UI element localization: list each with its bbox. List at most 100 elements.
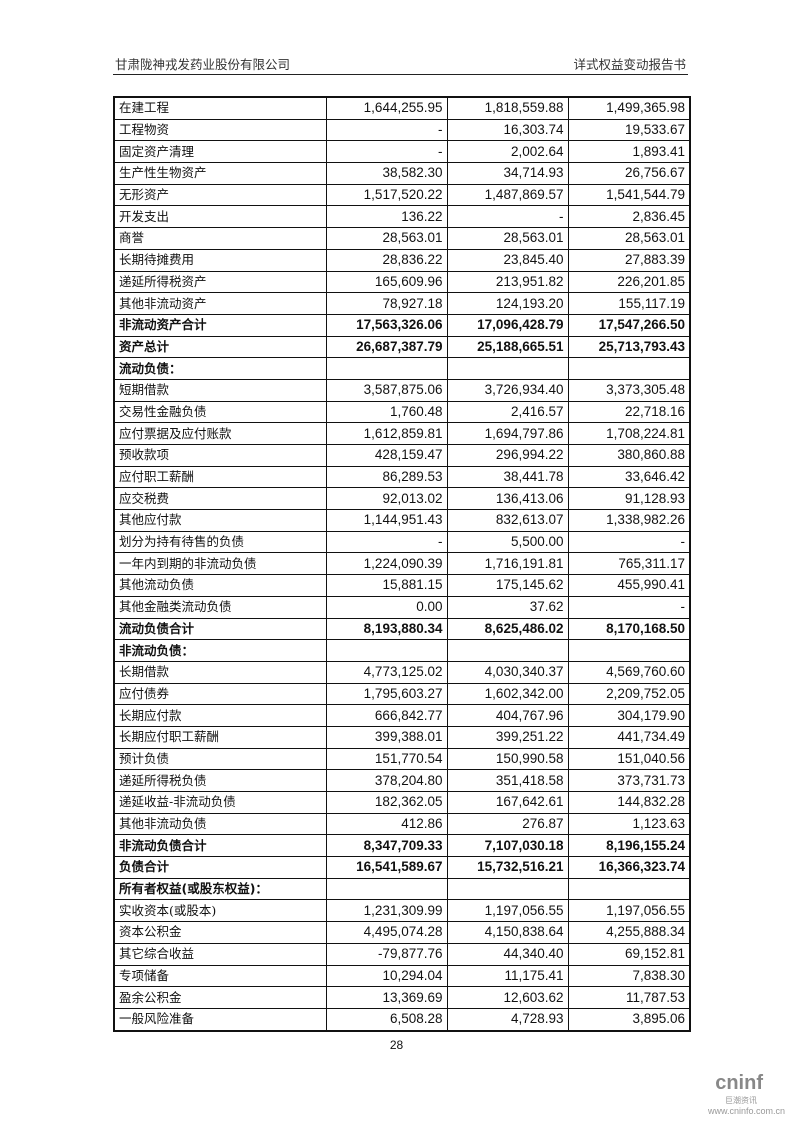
value-cell: 136,413.06 (446, 487, 569, 511)
row-label: 资产总计 (113, 335, 327, 359)
value-cell: 276.87 (446, 812, 569, 836)
table-row: 划分为持有待售的负债 -5,500.00- (113, 530, 691, 554)
value-cell: 3,726,934.40 (446, 378, 569, 402)
value-cell: 765,311.17 (567, 552, 691, 576)
value-cell: 1,487,869.57 (446, 183, 569, 207)
value-cell: 213,951.82 (446, 270, 569, 294)
value-cell: 23,845.40 (446, 248, 569, 272)
value-cell: 182,362.05 (325, 791, 448, 814)
value-cell: 4,030,340.37 (446, 660, 569, 684)
value-cell: 16,366,323.74 (567, 856, 691, 879)
table-row: 递延收益-非流动负债 182,362.05 167,642.61 144,832.28 (113, 791, 691, 814)
value-cell: 6,508.28 (325, 1007, 448, 1032)
value-cell: 38,441.78 (446, 465, 569, 489)
row-label: 长期借款 (113, 660, 327, 684)
row-label: 长期应付职工薪酬 (113, 725, 327, 749)
value-cell: 34,714.93 (446, 162, 569, 185)
table-row: 资产总计 26,687,387.79 25,188,665.51 25,713,793… (113, 335, 691, 359)
value-cell: 1,694,797.86 (446, 422, 569, 445)
row-label: 非流动负债合计 (113, 834, 327, 858)
table-row: 在建工程 1,644,255.95 1,818,559.88 1,499,365.98 (113, 96, 691, 120)
table-row: 所有者权益(或股东权益)： (113, 877, 691, 901)
value-cell: 1,144,951.43 (325, 509, 448, 532)
table-row: 固定资产清理 -2,002.64 1,893.41 (113, 140, 691, 164)
value-cell: 16,541,589.67 (325, 856, 448, 879)
row-label: 非流动资产合计 (113, 313, 327, 337)
value-cell: 44,340.40 (446, 942, 569, 966)
value-cell: 304,179.90 (567, 704, 691, 727)
row-label: 划分为持有待售的负债 (113, 530, 327, 554)
value-cell: 151,770.54 (325, 747, 448, 771)
row-label: 其他流动负债 (113, 574, 327, 597)
value-cell: 1,708,224.81 (567, 422, 691, 445)
table-row: 交易性金融负债 1,760.48 2,416.57 22,718.16 (113, 400, 691, 424)
watermark-brand-cn: 巨潮资讯 (725, 1096, 757, 1105)
value-cell (325, 357, 448, 380)
value-cell: 175,145.62 (446, 574, 569, 597)
table-row: 其它综合收益 -79,877.76 44,340.40 69,152.81 (113, 942, 691, 966)
row-label: 生产性生物资产 (113, 162, 327, 185)
value-cell: 8,625,486.02 (446, 617, 569, 641)
value-cell: 38,582.30 (325, 162, 448, 185)
value-cell (567, 639, 691, 662)
company-name: 甘肃陇神戎发药业股份有限公司 (115, 57, 291, 72)
value-cell: 167,642.61 (446, 791, 569, 814)
value-cell: 1,893.41 (567, 140, 691, 164)
value-cell: 373,731.73 (567, 769, 691, 792)
value-cell: 226,201.85 (567, 270, 691, 294)
value-cell: 428,159.47 (325, 444, 448, 467)
table-row: 应付债券 1,795,603.27 1,602,342.00 2,209,752.05 (113, 682, 691, 706)
value-cell: 5,500.00 (446, 530, 569, 554)
table-row: 递延所得税资产 165,609.96 213,951.82 226,201.85 (113, 270, 691, 294)
value-cell: 3,373,305.48 (567, 378, 691, 402)
row-label: 应交税费 (113, 487, 327, 511)
value-cell (325, 877, 448, 901)
row-label: 递延所得税负债 (113, 769, 327, 792)
value-cell: 92,013.02 (325, 487, 448, 511)
value-cell: 17,096,428.79 (446, 313, 569, 337)
value-cell (446, 877, 569, 901)
table-row: 应付票据及应付账款 1,612,859.81 1,694,797.86 1,708,2… (113, 422, 691, 445)
row-label: 流动负债： (113, 357, 327, 380)
value-cell: 22,718.16 (567, 400, 691, 424)
value-cell: 1,338,982.26 (567, 509, 691, 532)
row-label: 其他金融类流动负债 (113, 595, 327, 619)
value-cell: 15,732,516.21 (446, 856, 569, 879)
value-cell: 17,547,266.50 (567, 313, 691, 337)
row-label: 应付职工薪酬 (113, 465, 327, 489)
table-row: 短期借款 3,587,875.06 3,726,934.40 3,373,305.48 (113, 378, 691, 402)
value-cell: 4,728.93 (446, 1007, 569, 1032)
value-cell: 399,251.22 (446, 725, 569, 749)
row-label: 长期应付款 (113, 704, 327, 727)
table-row: 商誉 28,563.01 28,563.01 28,563.01 (113, 227, 691, 250)
value-cell: 3,895.06 (567, 1007, 691, 1032)
value-cell: 1,795,603.27 (325, 682, 448, 706)
table-row: 长期借款 4,773,125.02 4,030,340.37 4,569,760.60 (113, 660, 691, 684)
value-cell (446, 357, 569, 380)
table-row: 专项储备 10,294.04 11,175.41 7,838.30 (113, 964, 691, 988)
value-cell: 1,197,056.55 (446, 899, 569, 923)
row-label: 其他非流动资产 (113, 292, 327, 315)
page-header: 甘肃陇神戎发药业股份有限公司 详式权益变动报告书 (113, 52, 688, 75)
value-cell: 26,687,387.79 (325, 335, 448, 359)
table-row: 盈余公积金 13,369.69 12,603.62 11,787.53 (113, 986, 691, 1009)
value-cell: 4,773,125.02 (325, 660, 448, 684)
value-cell: 28,563.01 (446, 227, 569, 250)
value-cell: 4,569,760.60 (567, 660, 691, 684)
value-cell: 412.86 (325, 812, 448, 836)
table-row: 开发支出 136.22-2,836.45 (113, 205, 691, 229)
row-label: 所有者权益(或股东权益)： (113, 877, 327, 901)
document-title: 详式权益变动报告书 (573, 57, 686, 72)
table-row: 无形资产 1,517,520.22 1,487,869.57 1,541,544.79 (113, 183, 691, 207)
table-row: 非流动负债合计 8,347,709.33 7,107,030.18 8,196,155… (113, 834, 691, 858)
row-label: 在建工程 (113, 96, 327, 120)
table-row: 预计负债 151,770.54 150,990.58 151,040.56 (113, 747, 691, 771)
value-cell: 151,040.56 (567, 747, 691, 771)
value-cell: 0.00 (325, 595, 448, 619)
value-cell: 380,860.88 (567, 444, 691, 467)
value-cell: 404,767.96 (446, 704, 569, 727)
table-row: 预收款项 428,159.47 296,994.22 380,860.88 (113, 444, 691, 467)
value-cell: 2,002.64 (446, 140, 569, 164)
row-label: 其他应付款 (113, 509, 327, 532)
row-label: 递延收益-非流动负债 (113, 791, 327, 814)
